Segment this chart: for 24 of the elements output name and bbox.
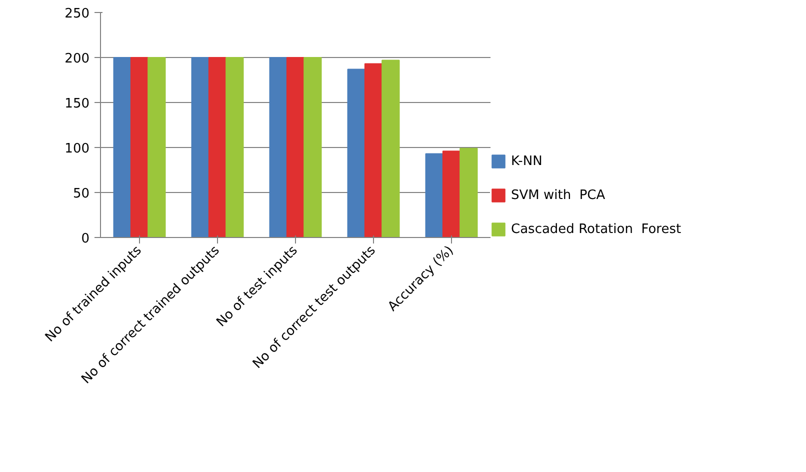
y-tick-label: 100 bbox=[64, 142, 90, 156]
y-tick-label: 250 bbox=[64, 6, 90, 22]
y-tick-label: 200 bbox=[64, 52, 90, 66]
bar bbox=[425, 153, 444, 238]
bar bbox=[226, 57, 244, 238]
legend-label: K-NN bbox=[511, 154, 542, 168]
bar bbox=[208, 57, 227, 238]
bar bbox=[286, 57, 305, 238]
bar bbox=[382, 60, 400, 238]
bar bbox=[442, 150, 461, 238]
bar bbox=[130, 57, 149, 238]
legend-label: Cascaded Rotation Forest bbox=[511, 222, 682, 236]
bar bbox=[191, 57, 210, 238]
legend-label: SVM with PCA bbox=[511, 188, 606, 202]
bar bbox=[269, 57, 288, 238]
y-tick-label: 0 bbox=[81, 232, 90, 246]
bar bbox=[364, 63, 383, 238]
bar bbox=[148, 57, 166, 238]
bar bbox=[347, 68, 366, 238]
bar bbox=[304, 57, 322, 238]
bar bbox=[460, 148, 478, 238]
y-tick-label: 150 bbox=[64, 96, 90, 112]
y-tick-label: 50 bbox=[72, 186, 90, 202]
bar bbox=[113, 57, 132, 238]
